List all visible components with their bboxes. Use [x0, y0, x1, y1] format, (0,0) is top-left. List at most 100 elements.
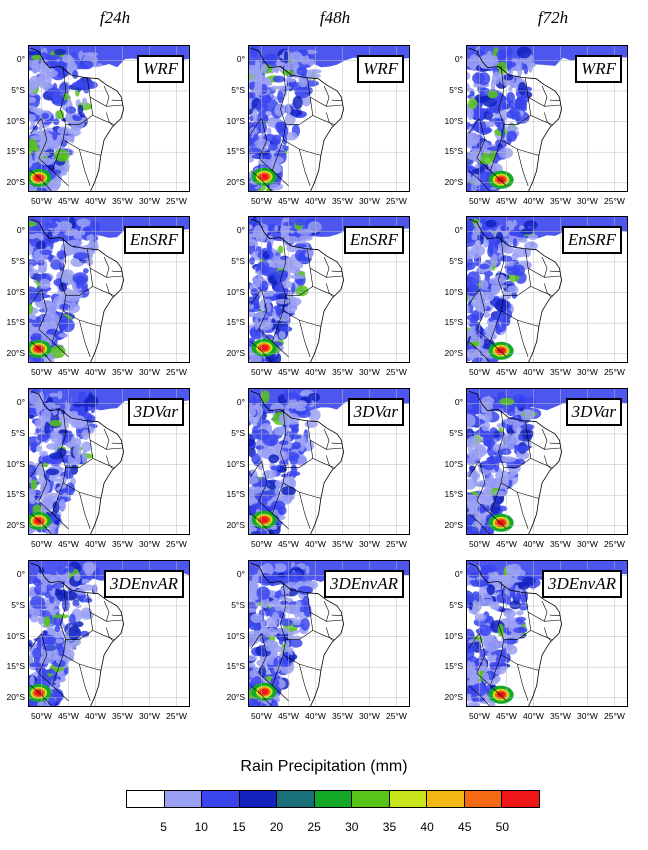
- state-border: [541, 256, 548, 278]
- model-label: WRF: [575, 55, 622, 83]
- state-border: [272, 654, 284, 686]
- state-border: [30, 170, 53, 192]
- lat-tick-label: 15°S: [444, 661, 463, 672]
- coastline: [468, 562, 563, 707]
- state-border: [530, 458, 553, 468]
- map-canvas: [28, 216, 190, 363]
- lat-tick-label: 10°S: [444, 458, 463, 469]
- lon-tick-label: 50°W: [469, 367, 490, 377]
- lat-tick-label: 10°S: [444, 286, 463, 297]
- map-frame: [248, 560, 410, 707]
- state-border: [544, 627, 552, 642]
- state-border: [60, 237, 67, 311]
- state-border: [490, 139, 502, 171]
- heavy-rain-core: [496, 691, 506, 698]
- state-border: [517, 320, 529, 357]
- map-frame: [466, 388, 628, 535]
- lon-tick-label: 45°W: [496, 539, 517, 549]
- state-border: [282, 482, 321, 499]
- state-border: [60, 581, 67, 655]
- heavy-rain-core: [496, 347, 506, 354]
- map-panel-3denvar-f24h: 3DEnvAR 0° 5°S 10°S 15°S 20°S 50°W 45°W 40°W 35°W…: [6, 560, 218, 730]
- lon-tick-label: 30°W: [139, 196, 160, 206]
- state-border: [299, 320, 311, 357]
- lat-tick-label: 10°S: [6, 286, 25, 297]
- state-border: [490, 310, 502, 342]
- state-border: [258, 118, 289, 187]
- state-border: [103, 600, 110, 622]
- colorbar-title: Rain Precipitation (mm): [240, 758, 408, 775]
- state-border: [323, 600, 330, 622]
- lat-tick-label: 0°: [454, 54, 463, 65]
- model-label: WRF: [357, 55, 404, 83]
- state-border: [468, 170, 491, 192]
- map-frame: [248, 388, 410, 535]
- colorbar-tick-label: 10: [194, 820, 208, 834]
- lat-tick-label: 20°S: [6, 176, 25, 187]
- state-border: [323, 85, 330, 107]
- lon-tick-label: 45°W: [58, 367, 79, 377]
- lat-tick-label: 15°S: [444, 489, 463, 500]
- state-border: [541, 428, 548, 450]
- state-border: [500, 482, 539, 499]
- state-border: [312, 286, 335, 296]
- state-border: [103, 85, 110, 107]
- state-border: [500, 139, 539, 156]
- state-border: [30, 289, 42, 305]
- state-border: [326, 627, 334, 642]
- heavy-rain-core: [496, 519, 506, 526]
- model-label: 3DVar: [127, 398, 184, 426]
- state-border: [468, 633, 480, 649]
- lat-tick-label: 15°S: [226, 146, 245, 157]
- lon-tick-label: 30°W: [577, 367, 598, 377]
- lat-tick-label: 0°: [454, 225, 463, 236]
- state-border: [476, 118, 507, 187]
- lon-tick-label: 40°W: [305, 367, 326, 377]
- colorbar-tick-label: 45: [458, 820, 472, 834]
- state-border: [549, 270, 561, 272]
- lat-tick-label: 10°S: [6, 630, 25, 641]
- state-border: [309, 96, 343, 107]
- state-border: [500, 310, 539, 327]
- model-label: EnSRF: [561, 226, 622, 254]
- state-border: [62, 139, 101, 156]
- lon-tick-label: 25°W: [166, 367, 187, 377]
- state-border: [38, 289, 69, 358]
- state-border: [309, 611, 343, 622]
- state-border: [326, 112, 334, 127]
- lat-tick-label: 0°: [236, 54, 245, 65]
- state-border: [106, 283, 114, 298]
- lat-tick-label: 15°S: [6, 661, 25, 672]
- lon-tick-label: 45°W: [278, 711, 299, 721]
- state-border: [282, 139, 321, 156]
- lon-tick-label: 50°W: [31, 367, 52, 377]
- state-border: [258, 289, 289, 358]
- lon-tick-label: 30°W: [359, 711, 380, 721]
- state-border: [280, 409, 287, 483]
- lon-tick-label: 30°W: [139, 367, 160, 377]
- state-border: [530, 630, 553, 640]
- model-label: EnSRF: [343, 226, 404, 254]
- map-canvas: [248, 388, 410, 535]
- lat-tick-label: 20°S: [444, 519, 463, 530]
- state-border: [103, 256, 110, 278]
- map-frame: [248, 45, 410, 192]
- state-border: [60, 66, 67, 140]
- colorbar-tick-label: 30: [345, 820, 359, 834]
- lon-tick-label: 50°W: [251, 196, 272, 206]
- map-panel-wrf-f72h: WRF 0° 5°S 10°S 15°S 20°S 50°W 45°W 40°W 35°W 30°W…: [444, 45, 648, 215]
- state-border: [250, 685, 273, 707]
- lat-tick-label: 10°S: [444, 115, 463, 126]
- lat-tick-label: 15°S: [226, 661, 245, 672]
- rain-field: [28, 388, 99, 535]
- lon-tick-label: 45°W: [496, 196, 517, 206]
- state-border: [331, 614, 343, 616]
- heavy-rain-core: [496, 176, 506, 183]
- lat-tick-label: 10°S: [6, 458, 25, 469]
- lat-tick-label: 20°S: [226, 691, 245, 702]
- lon-tick-label: 50°W: [251, 711, 272, 721]
- lon-tick-label: 40°W: [523, 539, 544, 549]
- lon-tick-label: 50°W: [469, 711, 490, 721]
- lon-tick-label: 45°W: [58, 711, 79, 721]
- state-border: [331, 270, 343, 272]
